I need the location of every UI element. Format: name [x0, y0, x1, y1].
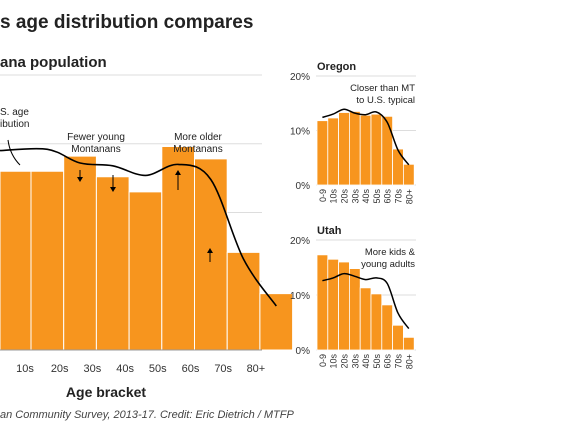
utah-y-tick-label: 0% [296, 346, 311, 357]
oregon-y-tick-label: 0% [296, 181, 311, 192]
montana-annotation-line: More older [174, 132, 222, 143]
oregon-panel: Oregon 0% 10% 20% 0-9 10s 20s 30s 40s 50s 60s 70s 80… [290, 61, 416, 204]
montana-annotation-line: Montanans [71, 144, 120, 155]
oregon-bar [402, 163, 415, 186]
oregon-tick-label: 40s [361, 189, 371, 204]
utah-bar [392, 324, 404, 351]
montana-tick-label: 70s [214, 363, 232, 375]
oregon-tick-label: 60s [383, 189, 393, 204]
utah-tick-label: 0-9 [318, 354, 328, 367]
utah-tick-label: 30s [350, 354, 360, 369]
oregon-tick-label: 50s [372, 189, 382, 204]
utah-tick-label: 40s [361, 354, 371, 369]
montana-bar [259, 293, 294, 351]
montana-bars [0, 146, 294, 351]
montana-annotation-line: Fewer young [67, 132, 125, 143]
montana-x-axis-label: Age bracket [66, 384, 146, 400]
oregon-bar [348, 111, 361, 186]
montana-us-typical-line [0, 147, 277, 307]
oregon-annotation: Closer than MT to U.S. typical [350, 83, 415, 106]
oregon-title: Oregon [317, 61, 356, 73]
utah-bar [316, 254, 329, 351]
montana-tick-label: 10s [16, 363, 34, 375]
montana-annotation-line: S. age [0, 107, 29, 118]
utah-bar [381, 304, 393, 351]
oregon-tick-label: 80+ [404, 189, 414, 204]
montana-bar-partial [0, 170, 32, 351]
montana-arrow-head [207, 248, 213, 253]
montana-bar [194, 158, 228, 351]
utah-bar [348, 268, 361, 351]
utah-bar [402, 336, 415, 351]
montana-arrow-head [77, 177, 83, 182]
utah-bar [370, 293, 383, 351]
montana-tick-label: 80+ [247, 363, 266, 375]
montana-tick-label: 20s [51, 363, 69, 375]
oregon-tick-label: 70s [394, 189, 404, 204]
montana-bar [226, 251, 261, 351]
utah-tick-label: 60s [383, 354, 393, 369]
montana-tick-label: 60s [182, 363, 200, 375]
oregon-annotation-line: to U.S. typical [356, 95, 415, 106]
montana-chart-title: ana population [0, 54, 107, 71]
oregon-bar [327, 117, 339, 186]
montana-arrow-head [175, 170, 181, 175]
montana-annotation-line: ibution [0, 119, 29, 130]
montana-bar [128, 191, 163, 351]
montana-annotation-fewer-young: Fewer young Montanans [67, 132, 125, 155]
utah-y-tick-label: 10% [290, 291, 310, 302]
montana-tick-labels: 10s 20s 30s 40s 50s 60s 70s 80+ [16, 363, 265, 375]
montana-annotation-pointer [7, 139, 21, 166]
montana-tick-label: 40s [116, 363, 134, 375]
montana-bar [30, 170, 65, 351]
utah-us-typical-line [322, 272, 410, 330]
montana-tick-label: 50s [149, 363, 167, 375]
oregon-tick-label: 0-9 [318, 189, 328, 202]
oregon-annotation-line: Closer than MT [350, 83, 415, 94]
montana-tick-label: 30s [84, 363, 102, 375]
montana-bar [63, 155, 97, 351]
utah-title: Utah [317, 225, 342, 237]
utah-annotation-line: More kids & [365, 247, 416, 258]
montana-annotation-line: Montanans [173, 144, 222, 155]
oregon-tick-label: 10s [329, 189, 339, 204]
oregon-bar [338, 112, 350, 186]
montana-bar [95, 176, 130, 351]
oregon-tick-label: 30s [350, 189, 360, 204]
montana-arrow-head [110, 187, 116, 192]
utah-y-tick-label: 20% [290, 236, 310, 247]
montana-annotation-us-age: S. age ibution [0, 107, 29, 130]
oregon-y-tick-label: 10% [290, 127, 310, 138]
oregon-bar [316, 120, 329, 186]
utah-bar [359, 287, 372, 351]
oregon-bar [370, 113, 383, 186]
utah-panel: Utah 0% 10% 20% 0-9 10s 20s 30s 40s 50s 60s 70s 80+ M… [290, 225, 416, 369]
oregon-y-tick-label: 20% [290, 72, 310, 83]
utah-tick-label: 70s [394, 354, 404, 369]
utah-annotation: More kids & young adults [361, 247, 416, 270]
utah-tick-label: 80+ [404, 354, 414, 369]
utah-tick-label: 10s [329, 354, 339, 369]
utah-bar [327, 258, 339, 351]
utah-tick-label: 20s [340, 354, 350, 369]
utah-annotation-line: young adults [361, 259, 415, 270]
oregon-bar [381, 115, 393, 186]
utah-tick-label: 50s [372, 354, 382, 369]
chart-title: s age distribution compares [0, 12, 254, 33]
montana-annotation-more-older: More older Montanans [173, 132, 222, 155]
oregon-us-typical-line [322, 108, 410, 166]
source-credit: an Community Survey, 2013-17. Credit: Er… [0, 409, 294, 421]
oregon-tick-label: 20s [340, 189, 350, 204]
oregon-bar [392, 148, 404, 186]
oregon-bar [359, 114, 372, 186]
